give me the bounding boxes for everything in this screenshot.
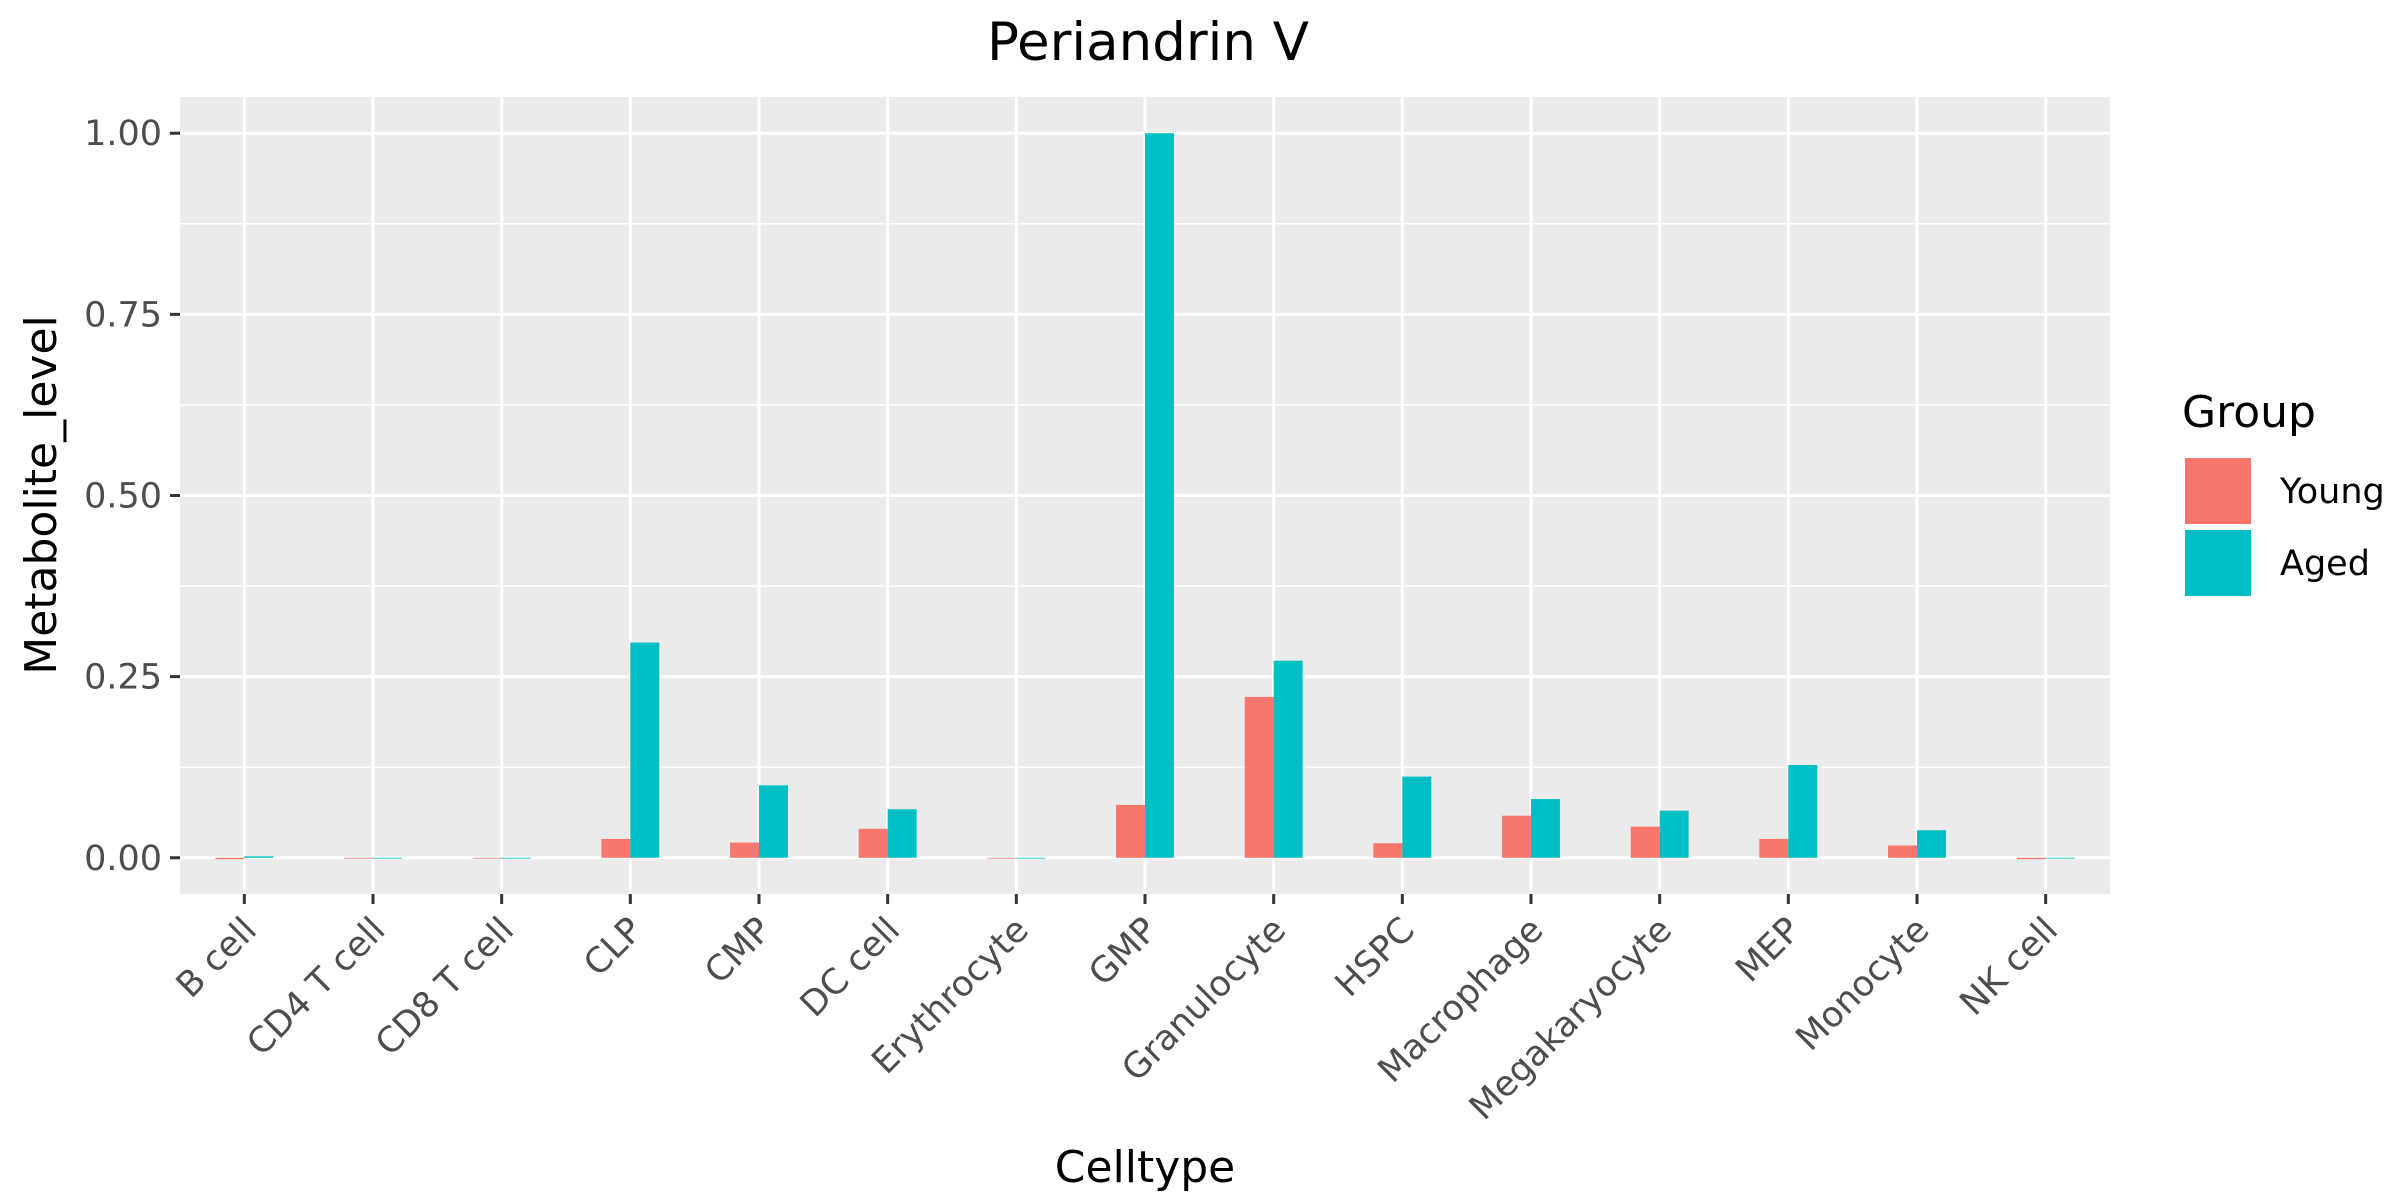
legend-key-young — [2185, 458, 2251, 524]
bar-aged — [1531, 799, 1560, 858]
bar-aged — [373, 857, 402, 859]
bar-young — [1630, 826, 1660, 858]
bar-aged — [1788, 765, 1818, 858]
bar-young — [1373, 843, 1403, 858]
bar-young — [1244, 696, 1274, 858]
legend-items: Young Aged — [2185, 458, 2385, 596]
bar-aged — [630, 642, 660, 858]
y-axis: 0.00 0.25 0.50 0.75 1.00 — [84, 114, 180, 879]
chart-title: Periandrin V — [987, 12, 1309, 73]
bar-aged — [1917, 830, 1946, 858]
bar-aged — [887, 809, 917, 858]
y-tick-label: 0.25 — [84, 658, 162, 698]
bar-young — [858, 828, 888, 858]
bar-young — [987, 857, 1017, 859]
x-tick-label: Monocyte — [1789, 910, 1938, 1059]
x-tick-label: CMP — [698, 910, 780, 992]
x-tick-label: NK cell — [1953, 910, 2066, 1023]
bar-young — [472, 857, 502, 859]
y-axis-title: Metabolite_level — [16, 315, 67, 675]
bar-young — [1116, 804, 1145, 858]
bar-young — [1502, 815, 1531, 858]
bar-aged — [1273, 660, 1303, 858]
major-gridlines — [180, 97, 2110, 894]
bar-young — [1888, 845, 1917, 858]
bar-aged — [1659, 810, 1689, 858]
bar-young — [1759, 838, 1789, 858]
bar-aged — [1145, 133, 1174, 858]
x-axis-title: Celltype — [1055, 1142, 1236, 1193]
legend-label-aged: Aged — [2280, 544, 2370, 584]
x-tick-label: CLP — [576, 910, 650, 984]
bar-aged — [501, 857, 531, 859]
bar-young — [344, 857, 373, 859]
bar-young — [2016, 857, 2046, 860]
y-tick-label: 0.00 — [84, 839, 162, 879]
x-tick-label: HSPC — [1328, 910, 1423, 1005]
x-tick-label: GMP — [1082, 910, 1166, 994]
x-tick-label: CD8 T cell — [368, 910, 522, 1064]
bar-aged — [2045, 857, 2075, 859]
x-tick-label: CD4 T cell — [240, 910, 394, 1064]
legend-key-aged — [2185, 530, 2251, 596]
bars — [215, 133, 2075, 860]
legend: Group Young Aged — [2182, 387, 2385, 596]
legend-title: Group — [2182, 387, 2316, 438]
legend-label-young: Young — [2279, 472, 2385, 512]
bar-young — [601, 838, 631, 858]
bar-aged — [1016, 857, 1046, 859]
bar-young — [730, 842, 759, 858]
x-tick-label: MEP — [1728, 910, 1808, 990]
bar-aged — [244, 856, 274, 858]
bar-aged — [759, 785, 788, 858]
y-tick-label: 1.00 — [84, 114, 162, 154]
x-tick-label: DC cell — [793, 910, 908, 1025]
y-tick-label: 0.50 — [84, 477, 162, 517]
x-tick-label: B cell — [169, 910, 265, 1006]
y-tick-label: 0.75 — [84, 295, 162, 335]
bar-aged — [1402, 776, 1432, 858]
bar-young — [215, 857, 245, 860]
